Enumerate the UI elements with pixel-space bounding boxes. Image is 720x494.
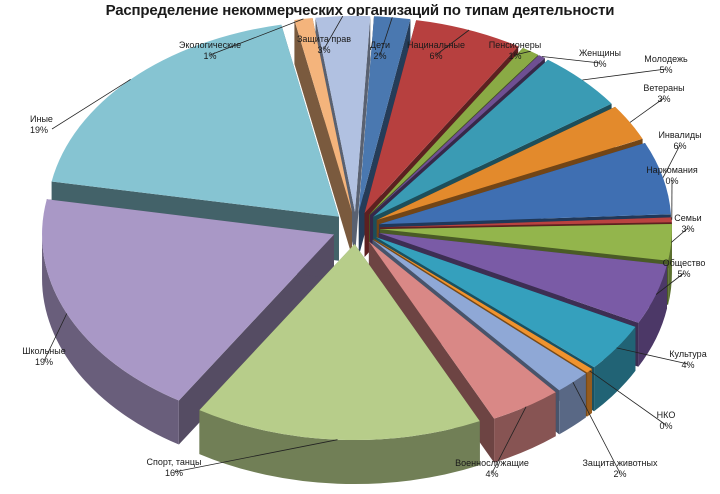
slice-wall: [494, 392, 556, 463]
slice-wall: [594, 326, 636, 412]
slice-label: Наркомания: [646, 165, 698, 175]
slice-11-top: [375, 237, 636, 368]
slice-wall: [587, 369, 593, 417]
slice-label: Ветераны: [643, 83, 684, 93]
slice-10-top: [378, 233, 667, 323]
leader-line: [43, 313, 68, 362]
slice-label: Военнослужащие: [455, 458, 529, 468]
leader-line: [514, 50, 531, 56]
slice-value-label: 4%: [681, 360, 694, 370]
leader-line: [589, 370, 667, 426]
slice-8-top: [379, 217, 672, 228]
leader-line: [491, 406, 527, 474]
leader-line: [671, 227, 689, 243]
slice-value-label: 3%: [657, 94, 670, 104]
leader-line: [629, 97, 665, 123]
slice-5-top: [373, 59, 612, 217]
slice-4-top: [370, 55, 545, 215]
slice-3-top: [369, 47, 539, 215]
slice-wall: [42, 234, 179, 445]
slice-value-label: 2%: [613, 469, 626, 479]
slice-value-label: 6%: [429, 51, 442, 61]
slice-19-top: [315, 15, 371, 212]
slice-2-top: [364, 20, 519, 213]
chart-title: Распределение некоммерческих организаций…: [105, 2, 615, 19]
slice-wall: [668, 229, 672, 305]
leader-line: [435, 29, 470, 56]
slice-value-label: 6%: [673, 141, 686, 151]
slice-7-top: [379, 142, 671, 225]
leader-line: [541, 56, 601, 64]
leader-line: [379, 17, 393, 56]
slice-label: Экологические: [179, 40, 241, 50]
slice-18-top: [294, 17, 353, 213]
slice-wall: [638, 264, 667, 367]
slice-label: НКО: [657, 410, 676, 420]
slice-value-label: 4%: [485, 469, 498, 479]
leader-line: [655, 272, 685, 295]
slice-wall: [559, 373, 586, 435]
slice-label: Защита животных: [583, 458, 658, 468]
slice-label: Женщины: [579, 48, 621, 58]
leader-line: [51, 79, 131, 130]
slice-value-label: 0%: [659, 421, 672, 431]
slice-label: Спорт, танцы: [147, 457, 202, 467]
leader-line: [572, 382, 621, 474]
slice-label: Инвалиды: [658, 130, 701, 140]
slice-13-top: [372, 239, 586, 391]
slice-16-top: [42, 199, 335, 401]
slice-17-top: [51, 24, 339, 217]
leader-line: [323, 15, 344, 50]
slice-value-label: 0%: [593, 59, 606, 69]
slice-label: Общество: [663, 258, 706, 268]
slice-label: Культура: [669, 349, 706, 359]
slice-side-start: [294, 20, 352, 257]
slice-value-label: 3%: [317, 45, 330, 55]
leader-line: [616, 347, 689, 365]
slice-value-label: 1%: [508, 51, 521, 61]
slice-label: Школьные: [22, 346, 65, 356]
slice-wall: [199, 410, 480, 485]
slice-value-label: 5%: [677, 269, 690, 279]
slice-9-top: [379, 223, 672, 261]
slice-value-label: 19%: [35, 357, 53, 367]
slice-6-top: [376, 106, 643, 220]
slice-label: Пенсионеры: [489, 40, 541, 50]
slice-label: Дети: [370, 40, 390, 50]
slice-side-end: [355, 16, 371, 256]
leader-line: [662, 144, 681, 178]
slice-12-top: [373, 238, 593, 373]
slice-label: Семьи: [674, 213, 701, 223]
leader-line: [209, 18, 304, 56]
slice-label: Нацинальные: [407, 40, 465, 50]
leader-line: [582, 68, 667, 81]
slice-value-label: 5%: [659, 65, 672, 75]
slice-value-label: 2%: [373, 51, 386, 61]
slice-value-label: 19%: [30, 125, 48, 135]
slice-label: Молодежь: [644, 54, 688, 64]
slice-18-group: [294, 17, 353, 257]
slice-14-top: [368, 241, 556, 419]
slice-label: Иные: [30, 114, 53, 124]
slice-15-top: [199, 244, 480, 441]
leader-line: [173, 439, 338, 473]
slice-15-group: [199, 244, 480, 485]
slice-value-label: 3%: [681, 224, 694, 234]
slice-value-label: 0%: [665, 176, 678, 186]
slice-value-label: 16%: [165, 468, 183, 478]
slice-label: Защита прав: [297, 34, 351, 44]
slice-1-top: [358, 16, 411, 213]
slice-value-label: 1%: [203, 51, 216, 61]
